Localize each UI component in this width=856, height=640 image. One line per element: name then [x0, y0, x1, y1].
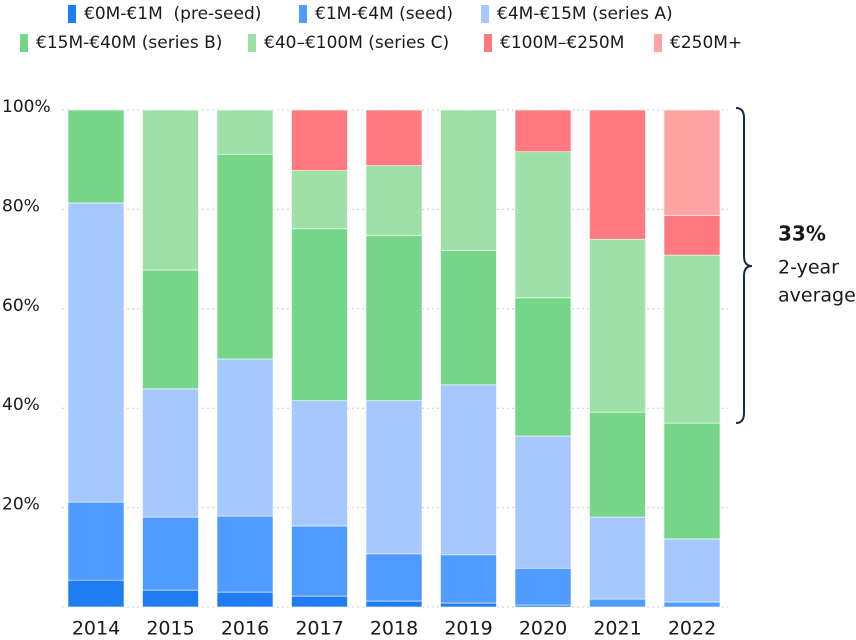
legend-label: €40–€100M (series C): [264, 33, 449, 53]
bracket: [735, 107, 753, 424]
bar-segment: [216, 109, 274, 155]
x-tick-label: 2022: [668, 618, 716, 640]
bar-segment: [365, 400, 423, 555]
bar-segment: [589, 411, 646, 518]
bar-segment: [514, 435, 572, 569]
y-tick-label: 20%: [2, 495, 40, 515]
annotation-text: average: [778, 285, 856, 307]
legend-swatch: [68, 5, 76, 23]
bar-segment: [663, 601, 721, 608]
bar-segment: [440, 602, 497, 608]
bar-segment: [142, 589, 199, 608]
bar-segment: [440, 109, 497, 251]
bar-segment: [663, 422, 721, 540]
x-tick-label: 2021: [593, 618, 641, 640]
bar-segment: [663, 215, 721, 256]
bar-segment: [67, 109, 125, 204]
bar-segment: [142, 516, 199, 591]
bar-segment: [440, 384, 497, 556]
legend-label: €0M-€1M (pre-seed): [84, 4, 261, 24]
bar-segment: [440, 250, 497, 386]
bar-segment: [589, 238, 646, 413]
bar-segment: [291, 228, 348, 402]
annotation-value: 33%: [778, 222, 826, 246]
bar-segment: [589, 516, 646, 600]
legend-swatch: [248, 34, 256, 52]
bar-segment: [365, 109, 423, 166]
bar-segment: [514, 567, 572, 606]
bar-segment: [365, 235, 423, 402]
bar-segment: [514, 151, 572, 299]
bar-segment: [663, 254, 721, 424]
bar-segment: [142, 388, 199, 518]
bar-segment: [663, 538, 721, 603]
bar-segment: [142, 269, 199, 390]
y-tick-label: 60%: [2, 296, 40, 316]
bar-segment: [291, 525, 348, 597]
bar-segment: [365, 553, 423, 602]
bar-segment: [67, 579, 125, 608]
bar-segment: [514, 109, 572, 153]
annotation-text: 2-year: [778, 257, 839, 279]
legend-swatch: [484, 34, 492, 52]
x-tick-label: 2015: [146, 618, 194, 640]
x-tick-label: 2020: [519, 618, 567, 640]
bar-segment: [514, 297, 572, 437]
legend-label: €250M+: [670, 33, 742, 53]
legend-swatch: [299, 5, 307, 23]
bar-segment: [291, 170, 348, 230]
x-tick-label: 2016: [221, 618, 269, 640]
bar-segment: [291, 400, 348, 527]
bar-segment: [663, 109, 721, 216]
bar-segment: [365, 165, 423, 237]
bar-segment: [589, 109, 646, 240]
y-tick-label: 80%: [2, 196, 40, 216]
bar-segment: [440, 554, 497, 604]
legend-label: €100M–€250M: [500, 33, 624, 53]
bar-segment: [216, 358, 274, 517]
legend-label: €15M-€40M (series B): [36, 33, 222, 53]
legend-swatch: [20, 34, 28, 52]
bar-segment: [365, 600, 423, 608]
x-tick-label: 2018: [370, 618, 418, 640]
legend-label: €4M-€15M (series A): [497, 4, 673, 24]
bar-segment: [67, 501, 125, 581]
x-tick-label: 2017: [295, 618, 343, 640]
y-tick-label: 40%: [2, 395, 40, 415]
bar-segment: [291, 109, 348, 171]
legend-swatch: [481, 5, 489, 23]
legend-swatch: [654, 34, 662, 52]
bar-segment: [216, 153, 274, 360]
bar-segment: [67, 202, 125, 503]
bar-segment: [216, 515, 274, 593]
bar-segment: [291, 595, 348, 608]
x-tick-label: 2019: [444, 618, 492, 640]
bar-segment: [589, 598, 646, 608]
bar-segment: [142, 109, 199, 271]
bar-segment: [216, 591, 274, 608]
legend-label: €1M-€4M (seed): [315, 4, 453, 24]
x-tick-label: 2014: [72, 618, 120, 640]
y-tick-label: 100%: [2, 97, 51, 117]
